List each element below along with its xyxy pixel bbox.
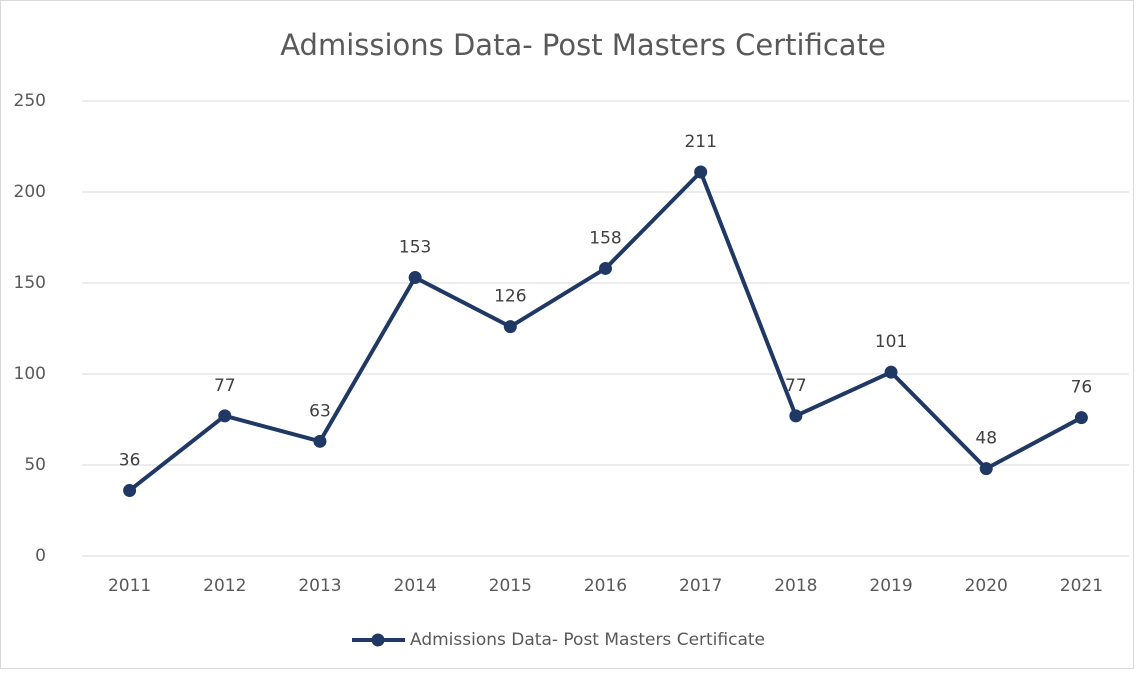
data-label: 77 [214,376,236,396]
data-point [789,409,803,423]
y-tick-label: 150 [14,273,46,293]
x-tick-label: 2018 [774,576,817,596]
data-point [599,261,612,275]
x-tick-label: 2017 [679,576,722,596]
data-point [884,365,898,379]
data-label: 63 [309,401,331,421]
data-point [1074,411,1088,425]
data-point [694,165,708,179]
x-tick-label: 2012 [203,576,246,596]
data-label: 48 [975,429,997,449]
chart-title: Admissions Data- Post Masters Certificat… [280,28,886,62]
data-point [979,462,993,476]
data-label: 153 [399,238,431,258]
x-tick-label: 2014 [394,576,437,596]
x-tick-label: 2016 [584,576,627,596]
data-label: 77 [785,376,807,396]
y-tick-label: 200 [14,182,46,202]
data-label: 76 [1071,378,1093,398]
x-tick-label: 2019 [869,576,912,596]
data-point [408,271,422,285]
y-tick-label: 0 [35,546,46,566]
data-point [123,483,137,497]
y-tick-label: 50 [24,455,46,475]
data-label: 101 [875,332,907,352]
x-tick-label: 2011 [108,576,151,596]
x-tick-label: 2015 [489,576,532,596]
data-point [313,434,327,448]
legend-marker [371,633,385,647]
data-point [218,409,232,423]
legend-label: Admissions Data- Post Masters Certificat… [410,630,765,650]
data-label: 211 [684,132,716,152]
data-label: 158 [589,228,621,248]
x-tick-label: 2020 [965,576,1008,596]
y-tick-label: 100 [14,364,46,384]
data-label: 126 [494,287,526,307]
data-label: 36 [119,450,141,470]
y-tick-label: 250 [14,91,46,111]
data-point [503,320,517,334]
x-tick-label: 2021 [1060,576,1103,596]
x-tick-label: 2013 [298,576,341,596]
